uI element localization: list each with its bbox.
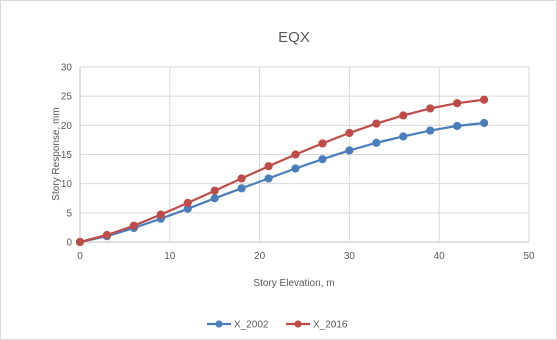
y-tick-label: 30: [61, 63, 73, 74]
chart-title: EQX: [278, 29, 310, 46]
data-point: [291, 150, 300, 159]
data-point: [399, 111, 408, 120]
y-axis-label: Story Response, mm: [51, 107, 62, 200]
data-point: [183, 198, 192, 208]
data-point: [75, 237, 85, 247]
y-tick-label: 25: [61, 92, 73, 103]
data-point: [264, 162, 273, 171]
data-point: [453, 99, 462, 108]
data-point: [480, 95, 489, 104]
data-point: [345, 146, 354, 155]
x-tick-label: 20: [254, 251, 266, 262]
data-point: [345, 128, 354, 138]
series-line: [79, 98, 485, 244]
legend: X_2002 X_2016: [207, 320, 348, 331]
x-tick-label: 0: [77, 251, 83, 262]
data-point: [237, 184, 246, 193]
y-tick-label: 0: [66, 238, 72, 249]
y-tick-labels: 0 5 10 15 20 25 30: [61, 63, 73, 249]
series-X_2016: [75, 95, 489, 247]
y-tick-label: 5: [66, 208, 72, 219]
y-tick-label: 20: [61, 121, 73, 132]
data-point: [318, 155, 327, 164]
data-point: [129, 221, 138, 230]
data-point: [480, 118, 489, 128]
legend-item-X_2016: X_2016: [286, 320, 348, 331]
data-point: [291, 164, 300, 173]
data-point: [210, 194, 219, 203]
data-point: [426, 126, 435, 135]
data-point: [156, 210, 165, 219]
data-point: [210, 186, 219, 195]
legend-marker: [294, 320, 302, 328]
x-tick-label: 40: [434, 251, 446, 262]
y-tick-label: 15: [61, 150, 73, 161]
x-axis-label: Story Elevation, m: [253, 278, 334, 289]
data-point: [372, 138, 381, 147]
data-point: [318, 139, 327, 148]
data-point: [372, 119, 381, 128]
data-point: [399, 132, 408, 141]
series-line: [79, 121, 485, 244]
x-tick-labels: 0 10 20 30 40 50: [77, 251, 535, 262]
x-tick-label: 50: [523, 251, 535, 262]
series-X_2002: [75, 118, 489, 247]
legend-label: X_2016: [313, 320, 348, 331]
series-lines: [75, 95, 489, 247]
legend-item-X_2002: X_2002: [207, 320, 269, 331]
x-tick-label: 30: [344, 251, 356, 262]
data-point: [264, 174, 273, 183]
data-point: [426, 104, 435, 113]
x-tick-label: 10: [164, 251, 176, 262]
gridlines: [79, 66, 530, 243]
data-point: [237, 174, 246, 183]
legend-marker: [215, 320, 223, 328]
data-point: [102, 230, 112, 240]
y-tick-label: 10: [61, 179, 73, 190]
data-point: [453, 121, 462, 131]
legend-label: X_2002: [234, 320, 269, 331]
